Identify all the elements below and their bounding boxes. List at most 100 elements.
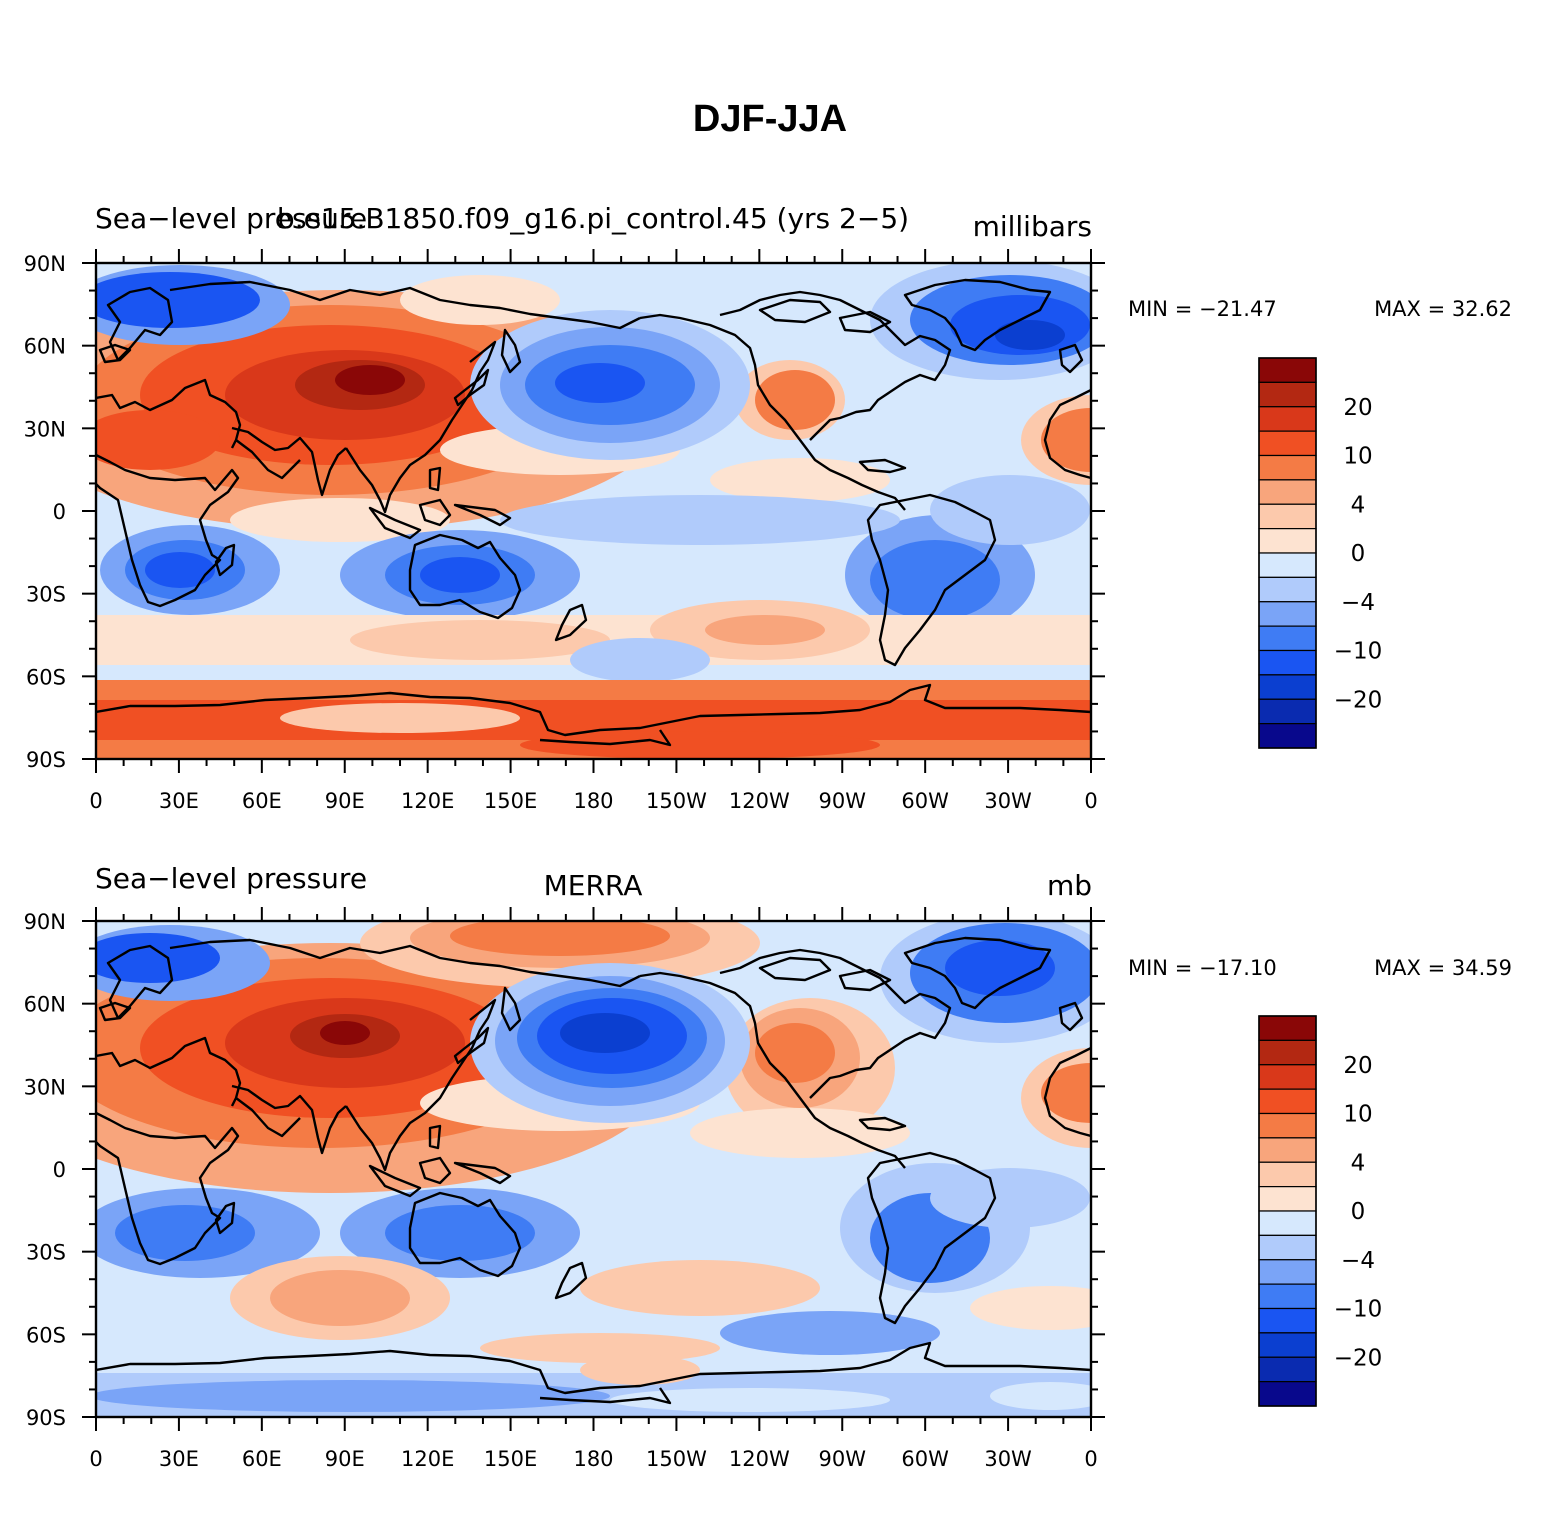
colorbar-box [1258, 1112, 1317, 1139]
lon-tick-label: 120W [729, 789, 790, 813]
colorbar-label: 20 [1343, 1053, 1372, 1079]
colorbar-box [1258, 1039, 1317, 1066]
colorbar-box [1258, 381, 1317, 408]
colorbar-box [1258, 479, 1317, 505]
colorbar-box [1258, 528, 1317, 554]
panel-model-max-label: MAX = 32.62 [1374, 297, 1512, 321]
colorbar-box [1258, 406, 1317, 432]
lon-tick-label: 180 [573, 789, 613, 813]
lat-tick-label: 60S [26, 1323, 66, 1347]
colorbar-label: 0 [1351, 1199, 1366, 1225]
lat-tick-label: 0 [53, 1158, 66, 1182]
colorbar-box [1258, 1259, 1317, 1285]
lat-tick-label: 90S [26, 1406, 66, 1430]
lat-tick-label: 60S [26, 665, 66, 689]
colorbar-box [1258, 1161, 1317, 1188]
lat-tick-label: 60N [24, 335, 66, 359]
lon-tick-label: 30E [159, 1447, 199, 1471]
lon-tick-label: 60E [242, 1447, 282, 1471]
panel-obs-frame: 0 30E 60E 90E 120E 150E 180 150W 120W 90W 60W 30W 09… [24, 907, 1105, 1471]
colorbar-box [1258, 674, 1317, 700]
lon-tick-label: 60W [901, 789, 949, 813]
colorbar-label: −10 [1334, 639, 1383, 665]
colorbar-label: −20 [1334, 1345, 1383, 1371]
colorbar-obs: 20 10 4 0 −4 −10 −20 [1258, 1015, 1383, 1407]
colorbar-box [1258, 1015, 1317, 1041]
colorbar-box [1258, 1307, 1317, 1334]
panel-model-min-label: MIN = −21.47 [1128, 297, 1277, 321]
colorbar-box [1258, 649, 1317, 676]
panel-obs-left-title: Sea−level pressure [95, 862, 367, 895]
colorbar-box [1258, 1234, 1317, 1261]
lon-tick-label: 60W [901, 1447, 949, 1471]
colorbar-label: 20 [1343, 395, 1372, 421]
lat-tick-label: 30N [24, 1075, 66, 1099]
colorbar-label: −10 [1334, 1297, 1383, 1323]
panel-obs-min-label: MIN = −17.10 [1128, 956, 1277, 980]
lon-tick-label: 0 [89, 1447, 102, 1471]
colorbar-box [1258, 552, 1317, 578]
lon-tick-label: 150W [646, 789, 707, 813]
lon-tick-label: 90E [325, 1447, 365, 1471]
lat-tick-label: 90N [24, 252, 66, 276]
lon-tick-label: 90W [819, 789, 867, 813]
colorbar-box [1258, 357, 1317, 383]
colorbar-box [1258, 723, 1317, 749]
colorbar-box [1258, 1186, 1317, 1212]
colorbar-box [1258, 1210, 1317, 1236]
colorbar-model: 20 10 4 0 −4 −10 −20 [1258, 357, 1383, 749]
panel-model-center-title: b.e15.B1850.f09_g16.pi_control.45 (yrs 2… [277, 202, 909, 235]
panel-model-left-title: Sea−level pressure [95, 202, 367, 235]
figure-title: DJF-JJA [693, 98, 847, 140]
colorbar-box [1258, 503, 1317, 530]
colorbar-box [1258, 430, 1317, 457]
lon-tick-label: 90W [819, 1447, 867, 1471]
colorbar-label: −4 [1341, 590, 1375, 616]
colorbar-box [1258, 454, 1317, 481]
lon-tick-label: 120E [401, 1447, 454, 1471]
panel-obs-units: mb [1047, 869, 1092, 902]
colorbar-box [1258, 698, 1317, 725]
colorbar-label: 0 [1351, 541, 1366, 567]
colorbar-border [1258, 357, 1317, 749]
lat-tick-label: 60N [24, 993, 66, 1017]
lon-tick-label: 30E [159, 789, 199, 813]
lon-tick-label: 0 [1084, 1447, 1097, 1471]
colorbar-box [1258, 1064, 1317, 1090]
colorbar-label: 4 [1351, 492, 1366, 518]
lat-tick-label: 30S [26, 1241, 66, 1265]
colorbar-box [1258, 625, 1317, 652]
colorbar-box [1258, 1137, 1317, 1163]
colorbar-border [1258, 1015, 1317, 1407]
lon-tick-label: 150E [484, 1447, 537, 1471]
lon-tick-label: 30W [984, 1447, 1032, 1471]
lon-tick-label: 120E [401, 789, 454, 813]
colorbar-box [1258, 1332, 1317, 1358]
panel-obs: Sea−level pressure MERRA mb [24, 862, 1512, 1471]
panel-obs-max-label: MAX = 34.59 [1374, 956, 1512, 980]
colorbar-box [1258, 576, 1317, 603]
lon-tick-label: 0 [1084, 789, 1097, 813]
panel-obs-center-title: MERRA [544, 869, 643, 902]
panel-model-frame: 0 30E 60E 90E 120E 150E 180 150W 120W 90W 60W 30W 09… [24, 249, 1105, 813]
panel-model: Sea−level pressure b.e15.B1850.f09_g16.p… [24, 202, 1512, 813]
panel-model-map [96, 263, 1091, 759]
lon-tick-label: 90E [325, 789, 365, 813]
colorbar-label: 10 [1343, 444, 1372, 470]
lat-tick-label: 30S [26, 583, 66, 607]
pressure-contours-obs [96, 921, 1091, 1417]
lon-tick-label: 0 [89, 789, 102, 813]
colorbar-box [1258, 1381, 1317, 1407]
colorbar-box [1258, 1088, 1317, 1115]
pressure-contours-model [96, 263, 1091, 759]
colorbar-label: 4 [1351, 1150, 1366, 1176]
lon-tick-label: 120W [729, 1447, 790, 1471]
lon-tick-label: 60E [242, 789, 282, 813]
lon-tick-label: 180 [573, 1447, 613, 1471]
lat-tick-label: 30N [24, 417, 66, 441]
colorbar-box [1258, 1283, 1317, 1310]
lat-tick-label: 90S [26, 748, 66, 772]
lon-tick-label: 150E [484, 789, 537, 813]
lat-tick-label: 90N [24, 910, 66, 934]
lat-tick-label: 0 [53, 500, 66, 524]
